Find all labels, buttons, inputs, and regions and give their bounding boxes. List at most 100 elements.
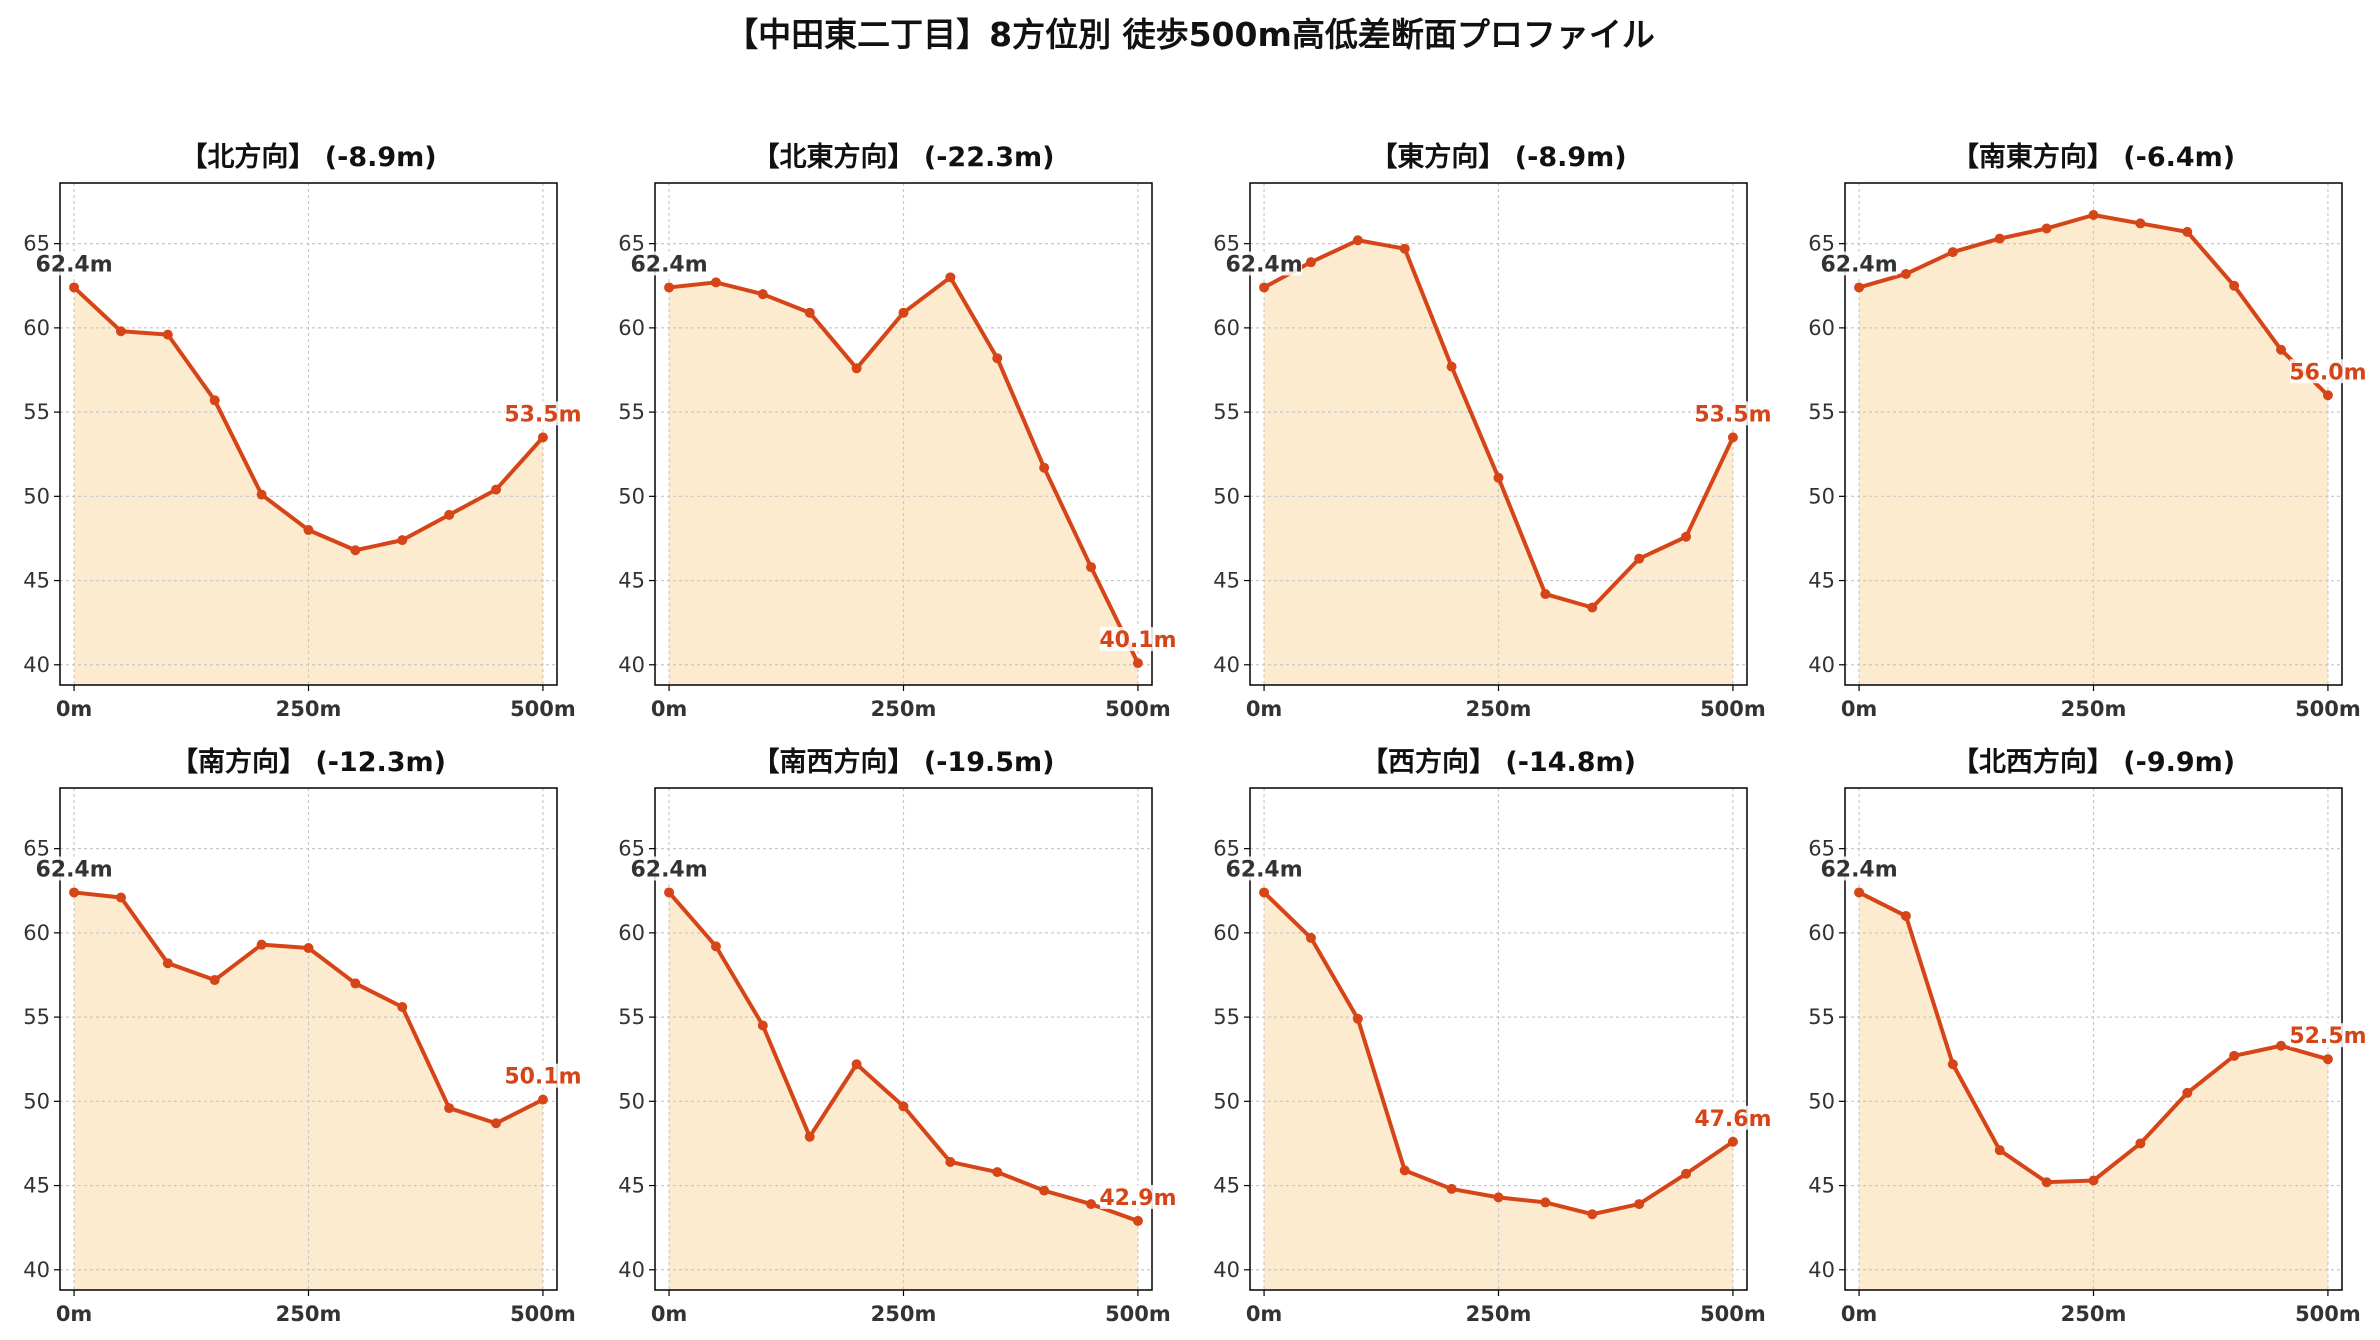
xtick-label: 500m — [1105, 697, 1171, 721]
ytick-label: 55 — [1213, 1005, 1240, 1029]
end-elevation-label: 53.5m — [1694, 402, 1771, 427]
data-point — [2088, 1175, 2099, 1186]
elevation-area — [1264, 240, 1733, 686]
end-elevation-label: 42.9m — [1099, 1186, 1176, 1211]
ytick-label: 50 — [1213, 484, 1240, 508]
ytick-label: 40 — [1213, 653, 1240, 677]
data-point — [1587, 602, 1598, 613]
ytick-label: 40 — [1213, 1258, 1240, 1282]
end-elevation-label: 50.1m — [504, 1065, 581, 1090]
start-elevation-label: 62.4m — [1820, 857, 1897, 882]
start-elevation-label: 62.4m — [35, 857, 112, 882]
start-elevation-label: 62.4m — [1225, 857, 1302, 882]
data-point — [898, 307, 909, 318]
data-point — [1947, 1059, 1958, 1070]
data-point — [1259, 887, 1270, 898]
data-point — [1587, 1209, 1598, 1220]
data-point — [1493, 1192, 1504, 1203]
panel-title: 【南東方向】 (-6.4m) — [1952, 141, 2235, 173]
ytick-label: 55 — [618, 400, 645, 424]
xtick-label: 250m — [2061, 1302, 2127, 1326]
data-point — [491, 1118, 502, 1129]
data-point — [397, 535, 408, 546]
ytick-label: 60 — [1213, 921, 1240, 945]
data-point — [303, 525, 314, 536]
ytick-label: 55 — [618, 1005, 645, 1029]
ytick-label: 50 — [1213, 1089, 1240, 1113]
xtick-label: 0m — [1841, 1302, 1878, 1326]
data-point — [537, 432, 548, 443]
data-point — [664, 887, 675, 898]
start-elevation-label: 62.4m — [630, 252, 707, 277]
data-point — [2182, 1087, 2193, 1098]
data-point — [537, 1094, 548, 1105]
data-point — [664, 282, 675, 293]
data-point — [303, 943, 314, 954]
data-point — [1947, 247, 1958, 258]
data-point — [2135, 1138, 2146, 1149]
data-point — [1634, 1199, 1645, 1210]
data-point — [444, 509, 455, 520]
ytick-label: 45 — [1808, 1174, 1835, 1198]
data-point — [2229, 1050, 2240, 1061]
start-elevation-label: 62.4m — [630, 857, 707, 882]
xtick-label: 250m — [871, 1302, 937, 1326]
start-elevation-label: 62.4m — [1820, 252, 1897, 277]
end-label-bg — [1099, 627, 1176, 652]
data-point — [851, 363, 862, 374]
data-point — [350, 545, 361, 556]
data-point — [1399, 243, 1410, 254]
end-label-bg — [2289, 1023, 2366, 1048]
data-point — [2322, 1054, 2333, 1065]
xtick-label: 250m — [871, 697, 937, 721]
data-point — [1854, 887, 1865, 898]
start-label-bg — [1226, 856, 1303, 881]
ytick-label: 40 — [618, 1258, 645, 1282]
data-point — [1681, 1168, 1692, 1179]
end-label-bg — [1099, 1184, 1176, 1209]
start-label-bg — [1226, 251, 1303, 276]
panel-title: 【西方向】 (-14.8m) — [1361, 746, 1636, 778]
data-point — [2229, 280, 2240, 291]
data-point — [945, 1156, 956, 1167]
data-point — [710, 941, 721, 952]
panel-title: 【北西方向】 (-9.9m) — [1952, 746, 2235, 778]
xtick-label: 0m — [56, 1302, 93, 1326]
ytick-label: 50 — [1808, 484, 1835, 508]
start-elevation-label: 62.4m — [35, 252, 112, 277]
end-label-bg — [1694, 1105, 1771, 1130]
data-point — [2041, 1177, 2052, 1188]
ytick-label: 45 — [618, 1174, 645, 1198]
ytick-label: 55 — [1808, 400, 1835, 424]
data-point — [1086, 562, 1097, 573]
ytick-label: 50 — [23, 1089, 50, 1113]
data-point — [1305, 932, 1316, 943]
data-point — [162, 329, 173, 340]
elevation-area — [1264, 892, 1733, 1290]
data-point — [1493, 472, 1504, 483]
ytick-label: 60 — [23, 316, 50, 340]
xtick-label: 0m — [1246, 697, 1283, 721]
xtick-label: 250m — [1466, 697, 1532, 721]
data-point — [256, 939, 267, 950]
start-label-bg — [1821, 856, 1898, 881]
panel-title: 【南方向】 (-12.3m) — [171, 746, 446, 778]
xtick-label: 0m — [651, 1302, 688, 1326]
data-point — [1132, 1215, 1143, 1226]
data-point — [1681, 531, 1692, 542]
data-point — [1305, 257, 1316, 268]
data-point — [2041, 223, 2052, 234]
end-label-bg — [1694, 401, 1771, 426]
ytick-label: 60 — [23, 921, 50, 945]
data-point — [898, 1101, 909, 1112]
ytick-label: 60 — [1808, 921, 1835, 945]
data-point — [444, 1103, 455, 1114]
ytick-label: 40 — [618, 653, 645, 677]
ytick-label: 40 — [23, 653, 50, 677]
